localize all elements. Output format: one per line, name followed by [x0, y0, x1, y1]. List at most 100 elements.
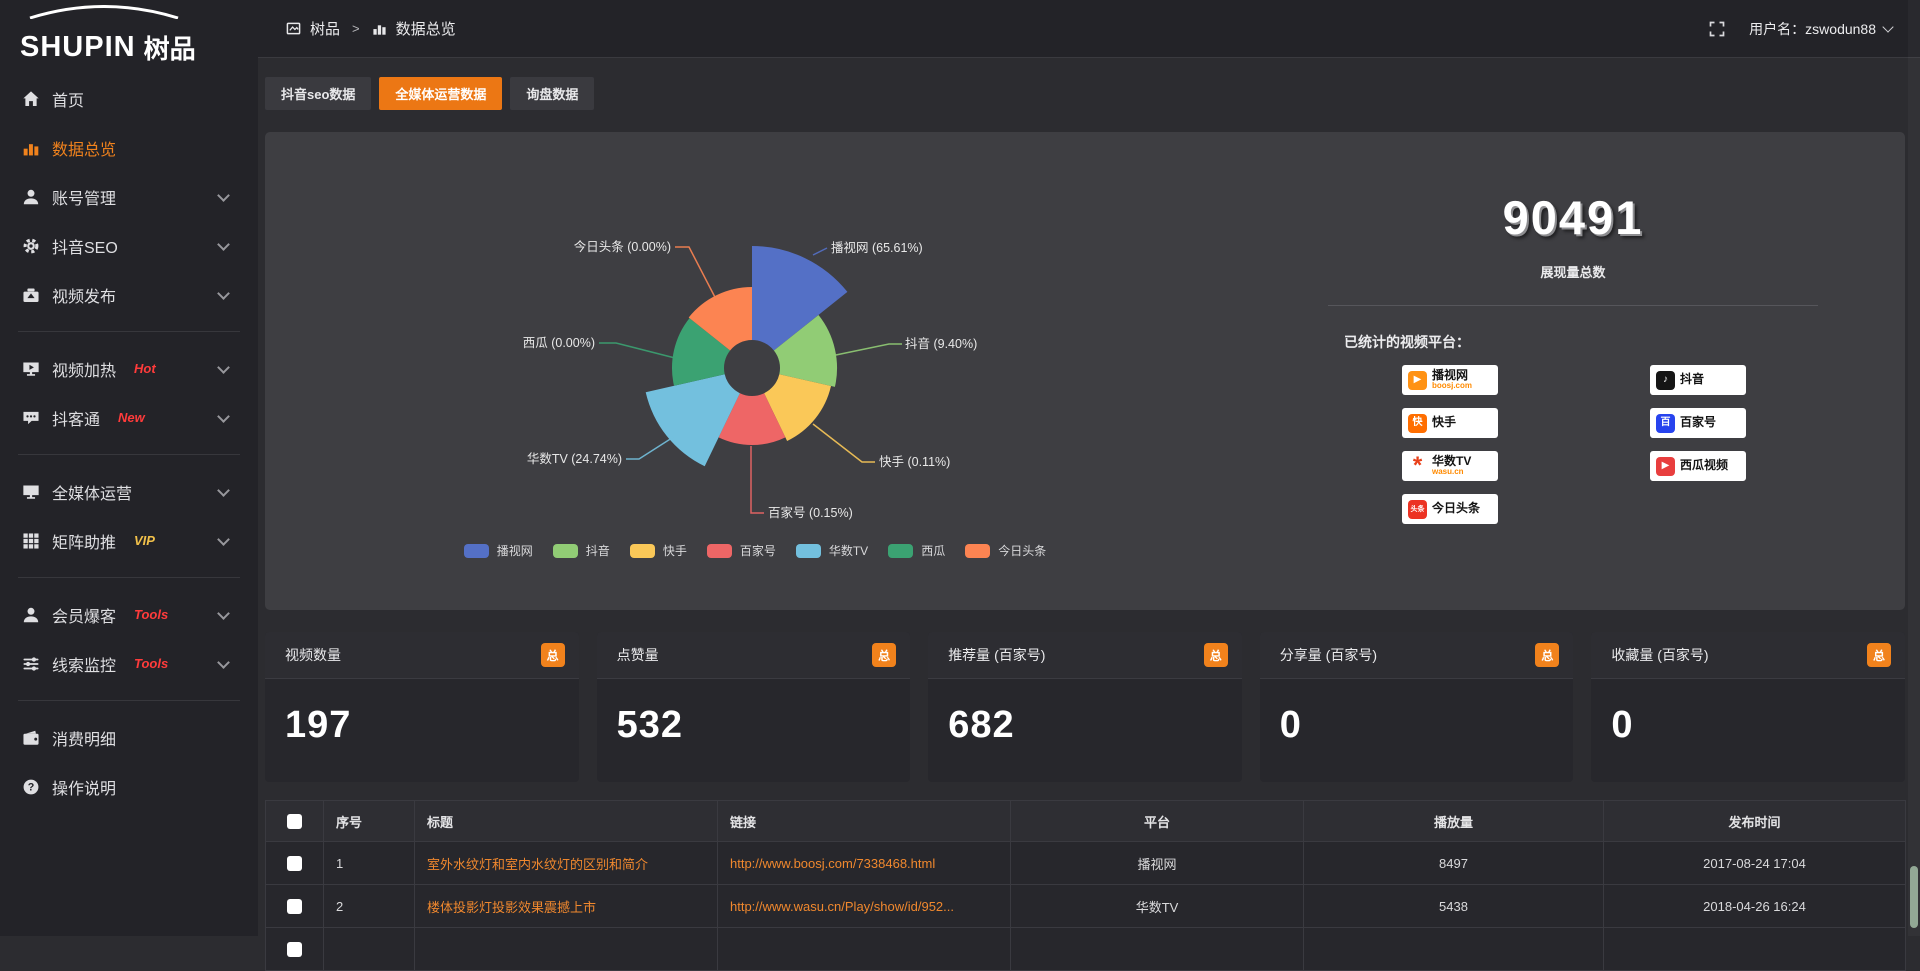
stat-card-favorite-count: 收藏量 (百家号) 总 0 — [1591, 632, 1905, 782]
home-icon — [22, 90, 40, 108]
row-checkbox[interactable] — [287, 855, 302, 871]
platform-name: 西瓜视频 — [1680, 458, 1729, 473]
stat-card-head: 视频数量 总 — [265, 632, 579, 679]
row-checkbox-cell — [265, 927, 324, 971]
legend-item-wasu[interactable]: 华数TV — [795, 542, 868, 559]
legend-swatch — [965, 543, 991, 558]
stat-card-value: 682 — [948, 704, 1015, 746]
select-all-checkbox[interactable] — [287, 813, 302, 829]
legend-item-boosj[interactable]: 播视网 — [463, 542, 533, 559]
sidebar-item-video-publish[interactable]: 视频发布 — [0, 270, 258, 319]
sidebar-item-lead-monitoring[interactable]: 线索监控 Tools — [0, 639, 258, 688]
table-header-row: 序号 标题 链接 平台 播放量 发布时间 — [265, 800, 1906, 842]
platform-name: 抖音 — [1680, 372, 1705, 387]
pie-slice-label: 今日头条 (0.00%) — [574, 239, 671, 254]
app-root: SHUPIN 树品 首页 数据总览 账号管理 抖音SEO 视频发布 视频加热 Hot 抖客通 N… — [0, 5, 1920, 971]
sidebar-item-home[interactable]: 首页 — [0, 74, 258, 123]
row-checkbox-cell — [265, 884, 324, 928]
xigua-logo: ▶ — [1656, 456, 1675, 476]
breadcrumb-item[interactable]: 数据总览 — [395, 21, 456, 38]
total-impressions-value: 90491 — [1502, 191, 1644, 244]
sidebar-item-consumption-detail[interactable]: 消费明细 — [0, 713, 258, 762]
breadcrumb: 树品 > 数据总览 — [286, 18, 456, 39]
sidebar-item-video-heating[interactable]: 视频加热 Hot — [0, 344, 258, 393]
fullscreen-icon[interactable] — [1709, 21, 1725, 37]
legend-item-baijiahao[interactable]: 百家号 — [706, 542, 776, 559]
pie-slice-xigua[interactable] — [672, 318, 731, 386]
tab-inquiry-data[interactable]: 询盘数据 — [510, 77, 595, 110]
platform-name: 播视网 — [1432, 368, 1469, 382]
row-url-link[interactable]: http://www.boosj.com/7338468.html — [717, 841, 1011, 885]
total-badge: 总 — [1535, 643, 1560, 667]
pie-slice-baijiahao[interactable] — [718, 393, 786, 446]
sidebar-item-label: 数据总览 — [52, 141, 117, 159]
pie-slice-douyin[interactable] — [773, 315, 838, 387]
tab-douyin-seo-data[interactable]: 抖音seo数据 — [265, 77, 372, 110]
sidebar-item-operation-guide[interactable]: ? 操作说明 — [0, 762, 258, 811]
platform-badge-baijiahao: 百百家号 — [1650, 408, 1746, 438]
row-seq: 2 — [323, 884, 415, 928]
pie-slice-wasu[interactable] — [645, 374, 740, 467]
total-badge: 总 — [1866, 643, 1891, 667]
summary-divider — [1328, 305, 1818, 306]
row-url-link[interactable]: http://www.wasu.cn/Play/show/id/952... — [717, 884, 1011, 928]
pie-slice-boosj[interactable] — [752, 245, 848, 351]
sidebar-item-label: 账号管理 — [52, 190, 117, 208]
pie-slice-label: 西瓜 (0.00%) — [523, 336, 595, 350]
kuaishou-logo: 快 — [1408, 413, 1427, 433]
legend-label: 抖音 — [585, 544, 610, 558]
legend-item-douyin[interactable]: 抖音 — [552, 542, 610, 559]
legend-swatch — [795, 543, 821, 558]
wallet-icon — [22, 729, 40, 747]
sidebar-item-account-management[interactable]: 账号管理 — [0, 172, 258, 221]
sidebar-item-matrix-boost[interactable]: 矩阵助推 VIP — [0, 516, 258, 565]
sidebar-item-data-overview[interactable]: 数据总览 — [0, 123, 258, 172]
platforms-grid: ▶ 播视网 boosj.com 快快手 * 华数TV wasu.cn 头条 今日头条 ♪ 抖音百百家… — [1328, 365, 1818, 524]
legend-item-xigua[interactable]: 西瓜 — [888, 542, 945, 559]
row-title-link[interactable]: 楼体投影灯投影效果震撼上市 — [414, 884, 718, 928]
table-header-cell: 链接 — [717, 800, 1011, 842]
row-checkbox[interactable] — [287, 941, 302, 957]
row-checkbox[interactable] — [287, 898, 302, 914]
user-menu[interactable]: 用户名：zswodun88 — [1749, 19, 1894, 39]
row-title-link[interactable]: 室外水纹灯和室内水纹灯的区别和简介 — [414, 841, 718, 885]
monitor-icon — [22, 483, 40, 501]
chevron-down-icon — [1882, 20, 1894, 33]
breadcrumb-item[interactable]: 树品 — [310, 21, 341, 38]
platform-badge-toutiao: 头条 今日头条 — [1402, 494, 1498, 524]
videos-table-wrap: 序号 标题 链接 平台 播放量 发布时间 1 室外水纹灯和室内水纹灯的区别和简介 http://… — [265, 800, 1906, 971]
platform-name: 百家号 — [1680, 415, 1717, 430]
legend-item-toutiao[interactable]: 今日头条 — [965, 542, 1046, 559]
legend-label: 西瓜 — [921, 544, 946, 558]
legend-swatch — [552, 543, 578, 558]
content: 抖音seo数据 全媒体运营数据 询盘数据 播视网 (65.61%) 抖音 (9.40%… — [258, 58, 1920, 971]
pie-label-leader — [812, 247, 828, 256]
chevron-down-icon — [217, 655, 230, 669]
pie-slice-kuaishou[interactable] — [764, 374, 831, 441]
legend-item-kuaishou[interactable]: 快手 — [629, 542, 687, 559]
sidebar-item-douyin-seo[interactable]: 抖音SEO — [0, 221, 258, 270]
platform-text: 播视网 boosj.com — [1432, 368, 1472, 391]
row-seq: 1 — [323, 841, 415, 885]
row-publish-time: 2017-08-24 17:04 — [1603, 841, 1906, 885]
svg-text:?: ? — [28, 781, 35, 793]
sidebar-item-doukotong[interactable]: 抖客通 New — [0, 393, 258, 442]
sidebar-item-badge: Hot — [134, 361, 156, 376]
tab-omni-media-operation-data[interactable]: 全媒体运营数据 — [379, 77, 503, 110]
wasu-logo: * — [1412, 452, 1423, 479]
platform-name: 华数TV — [1432, 454, 1472, 468]
sidebar-item-omni-media-operation[interactable]: 全媒体运营 — [0, 467, 258, 516]
chevron-down-icon — [217, 188, 230, 202]
row-plays — [1303, 927, 1604, 971]
video-upload-icon — [22, 286, 40, 304]
sidebar-divider — [18, 454, 240, 455]
chevron-down-icon — [217, 237, 230, 251]
pie-slice-toutiao[interactable] — [688, 287, 752, 351]
platforms-title: 已统计的视频平台： — [1344, 334, 1470, 350]
sidebar-item-member-baoke[interactable]: 会员爆客 Tools — [0, 590, 258, 639]
chart-legend: 播视网 抖音 快手 百家号 华数TV 西瓜 今日头条 — [265, 542, 1245, 559]
row-publish-time: 2018-04-26 16:24 — [1603, 884, 1906, 928]
chat-icon — [22, 409, 40, 427]
scrollbar-thumb[interactable] — [1910, 866, 1918, 928]
pie-label-leader — [599, 342, 676, 359]
